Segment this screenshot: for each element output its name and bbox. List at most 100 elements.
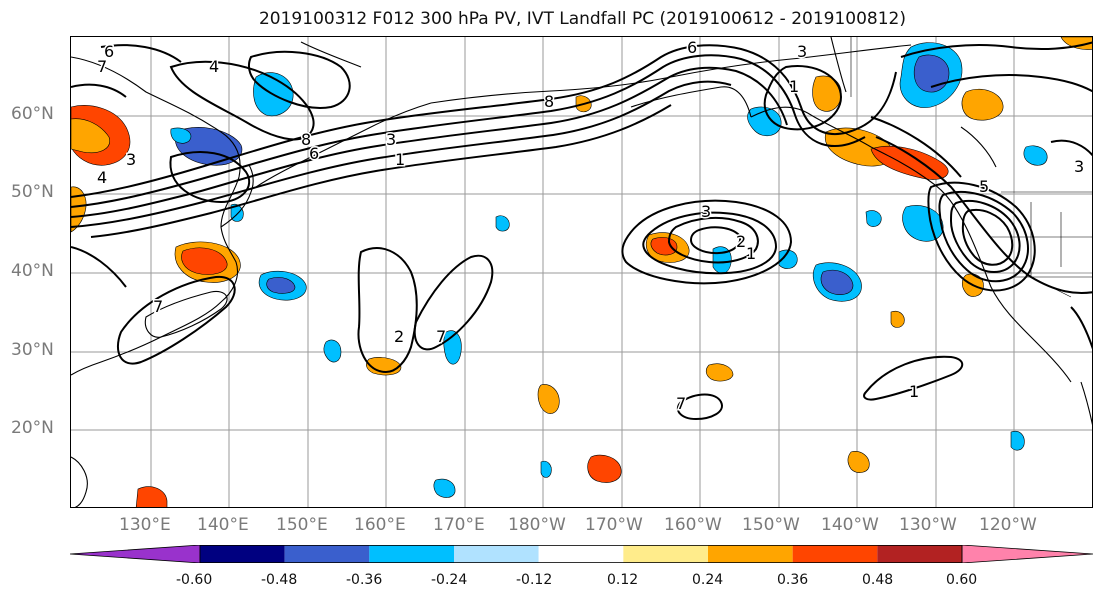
colorbar-tick-label: -0.12 (516, 572, 553, 588)
coastline (300, 41, 362, 68)
longitude-label: 160°E (354, 515, 406, 535)
shade-patch (1010, 430, 1025, 451)
shade-patch (540, 460, 552, 478)
colorbar-tick-label: -0.36 (346, 572, 383, 588)
contour-label: 5 (979, 177, 989, 196)
boundaries (850, 37, 1092, 298)
contour-label: 7 (436, 327, 446, 346)
latitude-label: 60°N (11, 104, 54, 124)
colorbar-tick-label: -0.48 (261, 572, 298, 588)
shaded-anomalies (71, 37, 1092, 507)
pv-contour (71, 246, 127, 288)
contour-labels: 6 4 7 8 3 6 4 3 1 7 2 3 1 8 5 6 3 7 2 1 … (96, 37, 1086, 415)
contour-label: 6 (687, 38, 697, 57)
longitude-label: 120°W (979, 515, 1037, 535)
colorbar-tick-label: -0.60 (176, 572, 213, 588)
pv-contour (875, 136, 1092, 295)
pv-contour (169, 60, 315, 141)
latitude-label: 40°N (11, 261, 54, 281)
colorbar-segment (877, 545, 962, 563)
longitude-label: 140°E (197, 515, 249, 535)
coastline (1080, 381, 1092, 426)
contour-label: 7 (676, 394, 686, 413)
colorbar-tick-label: 0.48 (862, 572, 894, 588)
pv-contours (71, 41, 1092, 421)
shade-patch (323, 339, 342, 363)
pv-contour (71, 83, 127, 98)
pv-contour (169, 151, 251, 204)
pv-contour (71, 54, 866, 208)
contour-label: 3 (1074, 157, 1084, 176)
colorbar-segment (538, 545, 624, 563)
contour-label: 2 (394, 327, 404, 346)
shade-patch (495, 215, 510, 232)
pv-contour (71, 80, 732, 228)
map-panel[interactable]: 6 4 7 8 3 6 4 3 1 7 2 3 1 8 5 6 3 7 2 1 … (70, 36, 1093, 508)
coastline (71, 56, 241, 376)
contour-label: 6 (309, 144, 319, 163)
shade-patch (705, 363, 734, 382)
shade-patch (820, 269, 854, 295)
coastline (960, 126, 997, 168)
shade-patch (433, 478, 456, 498)
contour-label: 3 (701, 202, 711, 221)
colorbar (70, 545, 1093, 563)
pv-contour (667, 216, 759, 264)
colorbar-segment (284, 545, 370, 563)
contour-label: 2 (736, 232, 746, 251)
pv-contour (100, 44, 182, 63)
colorbar-segment (454, 545, 539, 563)
pv-contour (642, 211, 778, 275)
longitude-label: 130°E (119, 515, 171, 535)
shade-patch (847, 451, 870, 473)
colorbar-segment (792, 545, 878, 563)
pv-contour (413, 254, 494, 351)
pv-contour (763, 65, 843, 131)
pv-contour (1070, 306, 1092, 350)
pv-contour (71, 66, 788, 218)
coastline (144, 290, 228, 338)
contour-label: 6 (104, 42, 114, 61)
pv-contour (927, 181, 1036, 292)
map-title: 2019100312 F012 300 hPa PV, IVT Landfall… (258, 9, 906, 29)
contour-label: 8 (544, 92, 554, 111)
contour-label: 3 (386, 130, 396, 149)
contour-label: 4 (97, 168, 107, 187)
pv-contour (938, 190, 1029, 283)
colorbar-tick-label: 0.12 (607, 572, 639, 588)
contour-label: 7 (153, 297, 163, 316)
contour-label: 4 (209, 57, 219, 76)
pv-contour (357, 247, 418, 374)
boundary-line (1030, 202, 1072, 298)
contour-label: 1 (909, 382, 919, 401)
map-canvas: 6 4 7 8 3 6 4 3 1 7 2 3 1 8 5 6 3 7 2 1 … (71, 37, 1092, 507)
shade-patch (181, 247, 228, 275)
colorbar-tick-label: 0.24 (692, 572, 724, 588)
latitude-label: 30°N (11, 340, 54, 360)
longitude-label: 150°E (276, 515, 328, 535)
longitude-label: 180°W (508, 515, 566, 535)
contour-label: 1 (746, 244, 756, 263)
shade-patch (71, 186, 87, 233)
shade-patch (961, 88, 1004, 121)
pv-contour (961, 209, 1014, 266)
shade-patch (170, 127, 192, 144)
longitude-label: 150°W (742, 515, 800, 535)
coastline (830, 37, 847, 93)
shade-patch (913, 54, 950, 93)
shade-patch (1023, 145, 1048, 166)
latitude-label: 20°N (11, 418, 54, 438)
pv-contour (116, 275, 236, 365)
pv-contour (870, 116, 962, 178)
longitude-label: 170°E (433, 515, 485, 535)
shade-patch (865, 210, 882, 227)
pv-contour (1050, 139, 1092, 157)
latitude-label: 50°N (11, 182, 54, 202)
colorbar-extension-high (961, 545, 1093, 563)
pv-contour (689, 226, 741, 255)
shade-patch (890, 310, 905, 328)
pv-contour (90, 104, 672, 238)
colorbar-tick-label: -0.24 (431, 572, 468, 588)
coastline (71, 456, 88, 507)
shade-patch (1060, 37, 1092, 50)
